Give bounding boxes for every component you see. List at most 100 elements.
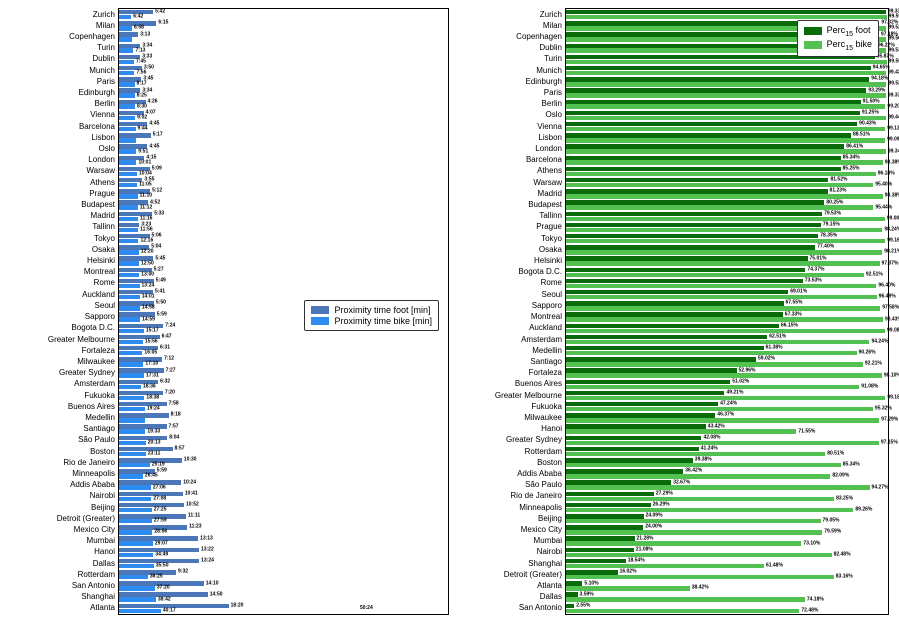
bar-bike: 98.24% [566, 228, 882, 232]
city-label: Prague [89, 190, 119, 198]
city-label: Helsinki [534, 257, 566, 265]
city-label: Mumbai [534, 537, 566, 545]
bar-bike: 15:56 [119, 340, 143, 344]
bar-bike-value: 40:17 [161, 608, 176, 613]
bar-bike: 17:10 [119, 362, 143, 366]
city-label: Nairobi [537, 548, 566, 556]
bar-bike: 95.40% [566, 183, 873, 187]
bar-bike: 72.48% [566, 609, 799, 613]
table-row: Budapest80.25%95.44% [566, 199, 888, 210]
bar-foot-value: 10:30 [182, 458, 197, 463]
bar-foot: 49.21% [566, 391, 724, 395]
city-label: London [535, 145, 566, 153]
bar-bike: 11:56 [119, 228, 138, 232]
bar-foot: 91.25% [566, 111, 860, 115]
city-label: Amsterdam [74, 380, 119, 388]
city-label: Fukuoka [531, 403, 566, 411]
table-row: Milan6:156:58 [119, 20, 448, 31]
bar-foot-value: 14:10 [204, 581, 219, 586]
bar-bike-value: 12:16 [138, 239, 153, 244]
bar-bike-value: 20:13 [146, 440, 161, 445]
bar-bike-value: 27:08 [151, 496, 166, 501]
bar-bike: 7:13 [119, 48, 133, 52]
city-label: Rome [94, 279, 119, 287]
table-row: Atlanta5.10%38.42% [566, 580, 888, 591]
table-row: Zurich5:426:42 [119, 9, 448, 20]
city-label: Edinburgh [79, 89, 119, 97]
table-row: Copenhagen3:13 [119, 31, 448, 42]
bar-bike: 99.00% [566, 217, 885, 221]
bar-bike-value: 12:50 [139, 261, 154, 266]
city-label: Oslo [546, 111, 566, 119]
table-row: London4:1510:01 [119, 155, 448, 166]
bar-bike: 97.58% [566, 306, 880, 310]
city-label: Rotterdam [525, 448, 566, 456]
bar-bike: 97.37% [566, 261, 880, 265]
bar-foot: 85.34% [566, 156, 841, 160]
legend-row: Perc15 foot [804, 25, 872, 38]
bar-foot: 32.67% [566, 480, 671, 484]
bar-bike: 12:50 [119, 261, 139, 265]
city-label: Montreal [531, 313, 566, 321]
legend-row: Proximity time bike [min] [311, 316, 432, 326]
bar-bike: 94.24% [566, 340, 869, 344]
bar-bike-value: 96.18% [876, 171, 895, 176]
bar-bike-value: 99.18% [885, 396, 899, 401]
bar-bike: 80.51% [566, 452, 825, 456]
city-label: Warsaw [86, 167, 119, 175]
city-label: Sapporo [85, 313, 119, 321]
legend-swatch-foot [804, 27, 822, 35]
bar-foot: 79.53% [566, 212, 822, 216]
bar-bike: 19:33 [119, 429, 145, 433]
bar-bike: 18:36 [119, 385, 141, 389]
table-row: Barcelona4:459:44 [119, 121, 448, 132]
bar-bike-value: 29:07 [153, 541, 168, 546]
city-label: Munich [89, 67, 119, 75]
bar-bike: 82.48% [566, 553, 832, 557]
bar-bike-value: 38.42% [690, 586, 709, 591]
bar-foot: 47.24% [566, 402, 718, 406]
bar-bike: 82.09% [566, 474, 830, 478]
bar-bike: 95.32% [566, 407, 873, 411]
bar-foot: 79.15% [566, 223, 821, 227]
bar-foot-value: 5:59 [155, 312, 167, 317]
bar-bike: 29:07 [119, 541, 153, 545]
bar-bike-value: 79.59% [822, 530, 841, 535]
table-row: Shanghai18.54%61.48% [566, 558, 888, 569]
bar-bike: 10:04 [119, 172, 137, 176]
table-row: Osaka5:0412:20 [119, 244, 448, 255]
bar-foot: 74.37% [566, 268, 805, 272]
city-label: Dublin [539, 44, 566, 52]
city-label: Warsaw [533, 179, 566, 187]
table-row: Rio de Janeiro10:3025:19 [119, 457, 448, 468]
city-label: São Paulo [525, 481, 566, 489]
bar-bike-value: 98.38% [883, 194, 899, 199]
bar-bike-value: 97.29% [879, 418, 898, 423]
table-row: Hanoi13:2234:49 [119, 547, 448, 558]
bar-bike-value: 15:56 [143, 339, 158, 344]
bar-bike: 6:42 [119, 15, 131, 19]
bar-foot: 86.41% [566, 144, 844, 148]
bar-bike: 19:24 [119, 407, 145, 411]
city-label: Dublin [92, 55, 119, 63]
city-label: Osaka [539, 246, 566, 254]
bar-bike: 99.33% [566, 93, 886, 97]
bar-bike [119, 37, 132, 41]
bar-bike: 40:17 [119, 609, 161, 613]
table-row: Athens85.25%96.18% [566, 166, 888, 177]
bar-bike-value: 99.52% [886, 26, 899, 31]
legend-label-foot: Perc15 foot [827, 25, 871, 38]
bar-bike: 9:51 [119, 149, 136, 153]
table-row: Greater Melbourne6:4715:56 [119, 334, 448, 345]
bar-bike-value: 98.24% [882, 227, 899, 232]
bar-bike-value: 37:20 [155, 586, 170, 591]
bar-foot-value: 7:58 [167, 402, 179, 407]
bar-bike: 8:30 [119, 104, 135, 108]
bar-foot: 3:13 [119, 32, 138, 36]
bar-bike: 85.34% [566, 463, 841, 467]
table-row: Edinburgh3:348:25 [119, 87, 448, 98]
bar-bike: 38.42% [566, 586, 690, 590]
city-label: Edinburgh [526, 78, 566, 86]
city-label: Tallinn [539, 212, 566, 220]
table-row: Hanoi43.42%71.55% [566, 424, 888, 435]
